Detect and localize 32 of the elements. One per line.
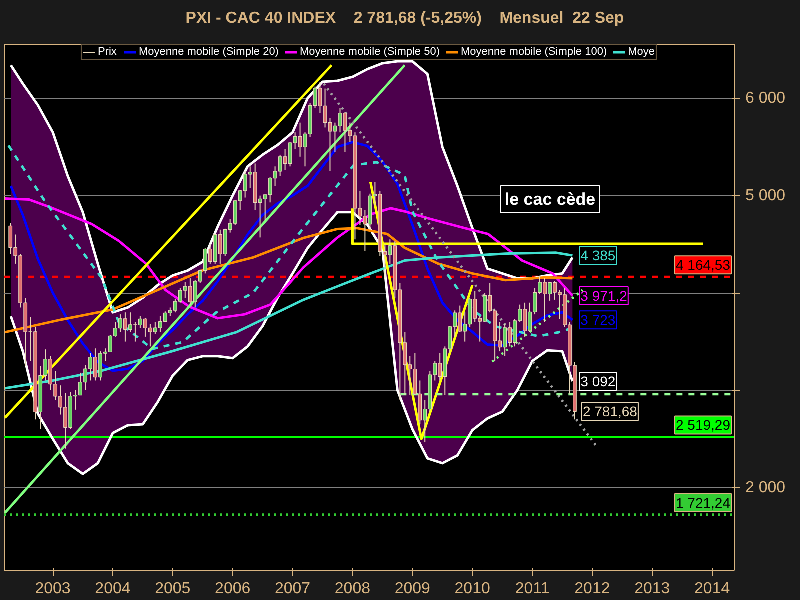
x-tick-label: 2008 <box>334 580 371 598</box>
x-tick-label: 2011 <box>515 580 550 598</box>
annotation: le cac cède <box>504 190 596 209</box>
ref-line-label: 2 519,29 <box>676 417 731 434</box>
data-label: 4 385 <box>580 248 616 264</box>
line-series <box>4 227 574 334</box>
x-tick-label: 2013 <box>634 580 670 598</box>
x-tick-label: 2007 <box>274 580 311 598</box>
text: 2 781,68 <box>582 404 638 420</box>
ref-line-label: 4 164,53 <box>676 257 731 274</box>
x-tick-label: 2005 <box>155 580 191 598</box>
legend-label: Moye <box>628 46 656 58</box>
legend-label: Moyenne mobile (Simple 20) <box>138 46 279 58</box>
ref-line-label: 1 721,24 <box>676 494 731 511</box>
chart-title: PXI - CAC 40 INDEX 2 781,68 (-5,25%) Mensuel 22 Sep <box>186 9 624 29</box>
x-tick-label: 2003 <box>35 580 71 598</box>
data-label: 3 092 <box>580 374 616 390</box>
x-tick-label: 2006 <box>215 580 251 598</box>
x-tick-label: 2004 <box>95 580 131 598</box>
x-tick-label: 2014 <box>694 580 730 598</box>
x-tick-label: 2009 <box>394 580 431 598</box>
y-tick-label: 2 000 <box>746 479 786 496</box>
data-label: 3 971,2 <box>580 288 628 304</box>
line-series <box>10 211 574 476</box>
y-tick-label: 6 000 <box>746 90 786 108</box>
x-tick-label: 2012 <box>574 580 610 598</box>
x-tick-label: 2010 <box>454 580 490 598</box>
legend-label: Moyenne mobile (Simple 50) <box>300 46 440 58</box>
data-label: 3 723 <box>580 312 616 328</box>
y-tick-label: 5 000 <box>746 187 786 204</box>
legend-label: Moyenne mobile (Simple 100) <box>460 46 608 58</box>
legend-label: Prix <box>98 46 118 58</box>
